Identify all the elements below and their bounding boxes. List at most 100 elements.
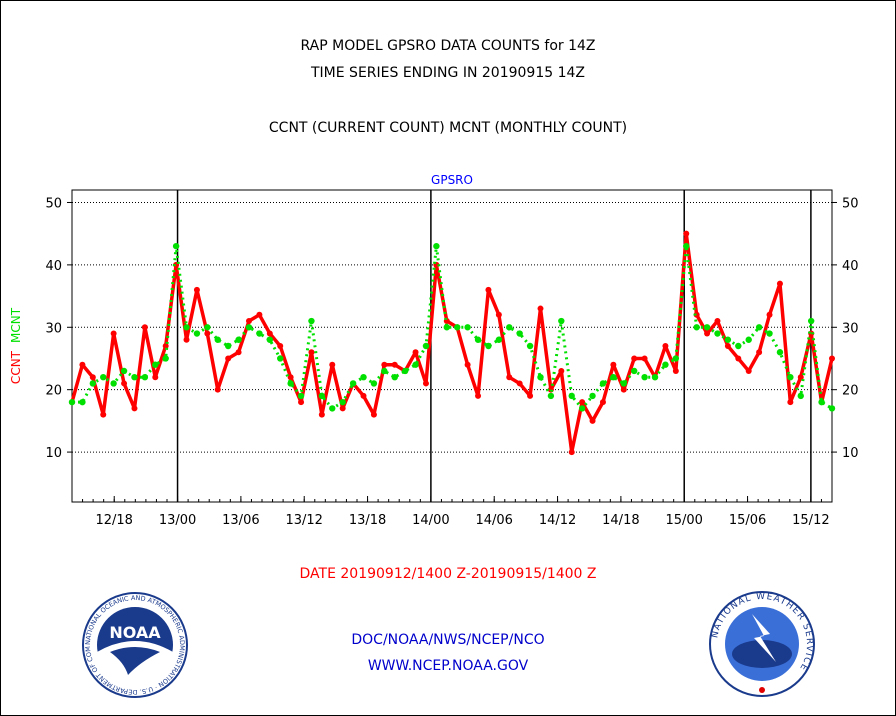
x-tick-label: 13/12 [285,513,322,528]
data-point-mcnt [214,336,221,343]
data-point-mcnt [787,374,794,381]
y-tick-label-right: 30 [842,321,859,336]
data-point-mcnt [797,392,804,400]
data-point-ccnt [756,349,763,356]
data-point-mcnt [724,336,732,343]
data-point-ccnt [298,399,305,406]
y-tick-label-right: 20 [842,384,859,399]
data-point-mcnt [391,374,398,381]
data-point-ccnt [183,336,190,343]
chart-subtitle: CCNT (CURRENT COUNT) MCNT (MONTHLY COUNT… [268,120,628,136]
x-tick-label: 14/12 [539,513,576,528]
chart-title-line2: TIME SERIES ENDING IN 20190915 14Z [311,65,585,81]
data-point-ccnt [204,330,211,337]
y-tick-label-right: 50 [842,196,859,211]
data-point-ccnt [100,411,107,418]
data-point-mcnt [620,380,627,387]
data-point-ccnt [225,355,232,362]
data-point-mcnt [714,330,721,337]
date-range: DATE 20190912/1400 Z-20190915/1400 Z [299,566,597,582]
data-point-mcnt [172,242,180,250]
data-point-ccnt [141,324,148,331]
x-tick-label: 15/06 [729,513,766,528]
data-point-ccnt [745,367,752,374]
data-point-mcnt [495,336,503,343]
data-point-mcnt [287,380,294,387]
data-point-mcnt [266,336,274,343]
series-ccnt [69,230,835,456]
data-point-ccnt [704,330,711,337]
noaa-logo-text: NOAA [109,623,161,642]
data-point-mcnt [683,242,690,250]
data-point-mcnt [443,324,450,331]
data-point-ccnt [339,405,346,412]
data-point-ccnt [308,349,315,356]
data-point-mcnt [630,367,638,375]
data-point-mcnt [349,380,357,387]
x-tick-label: 14/00 [412,513,449,528]
data-point-mcnt [183,324,190,331]
data-point-mcnt [693,324,700,331]
data-point-mcnt [120,367,128,375]
data-point-ccnt [287,374,294,381]
data-point-mcnt [193,330,201,337]
x-tick-label: 14/18 [602,513,639,528]
data-point-mcnt [329,405,336,412]
data-point-ccnt [527,392,534,399]
chart-title-line1: RAP MODEL GPSRO DATA COUNTS for 14Z [300,38,596,54]
y-tick-label-left: 30 [45,321,62,336]
data-point-ccnt [766,311,773,318]
data-point-ccnt [610,361,617,368]
data-point-mcnt [245,324,253,331]
data-point-ccnt [277,343,284,349]
data-point-mcnt [131,374,138,381]
data-point-ccnt [495,311,502,318]
org-path: DOC/NOAA/NWS/NCEP/NCO [351,632,545,648]
ncep-url[interactable]: WWW.NCEP.NOAA.GOV [367,658,529,674]
data-point-mcnt [589,392,596,400]
data-point-mcnt [422,342,430,350]
data-point-ccnt [214,386,221,393]
data-point-ccnt [391,361,398,368]
data-point-ccnt [724,343,731,349]
data-point-ccnt [422,380,429,387]
noaa-logo: NOAA NATIONAL OCEANIC AND ATMOSPHERIC AD… [80,590,188,698]
data-point-mcnt [807,317,815,325]
data-point-ccnt [475,392,482,399]
data-point-ccnt [381,361,388,368]
data-point-mcnt [755,324,763,331]
data-point-mcnt [818,398,825,406]
data-point-ccnt [662,343,669,349]
y-axis-label: CCNT MCNT [9,307,23,384]
data-point-ccnt [245,318,252,325]
x-tick-label: 15/12 [792,513,829,528]
data-point-mcnt [516,330,523,337]
data-point-mcnt [641,374,648,381]
data-point-mcnt [68,398,76,406]
data-point-ccnt [714,318,721,325]
data-point-mcnt [651,374,659,381]
data-point-ccnt [162,343,169,349]
x-tick-label: 13/06 [222,513,259,528]
data-point-ccnt [485,286,492,293]
data-point-mcnt [360,374,367,381]
data-point-ccnt [329,361,336,368]
data-point-mcnt [703,324,711,331]
data-point-ccnt [193,286,200,293]
data-point-mcnt [662,361,669,368]
series-mcnt [68,242,836,412]
y-axis-label-ccnt: CCNT [9,350,23,384]
series-line-ccnt [70,231,834,454]
data-point-mcnt [610,374,617,381]
data-point-mcnt [454,324,461,331]
x-tick-label: 13/18 [349,513,386,528]
data-point-mcnt [506,324,513,331]
data-point-mcnt [776,349,784,356]
data-point-ccnt [360,392,367,399]
y-tick-label-left: 50 [45,196,62,211]
data-point-mcnt [745,336,752,343]
data-point-mcnt [79,398,86,406]
data-point-mcnt [599,380,607,387]
data-point-ccnt [797,374,804,381]
